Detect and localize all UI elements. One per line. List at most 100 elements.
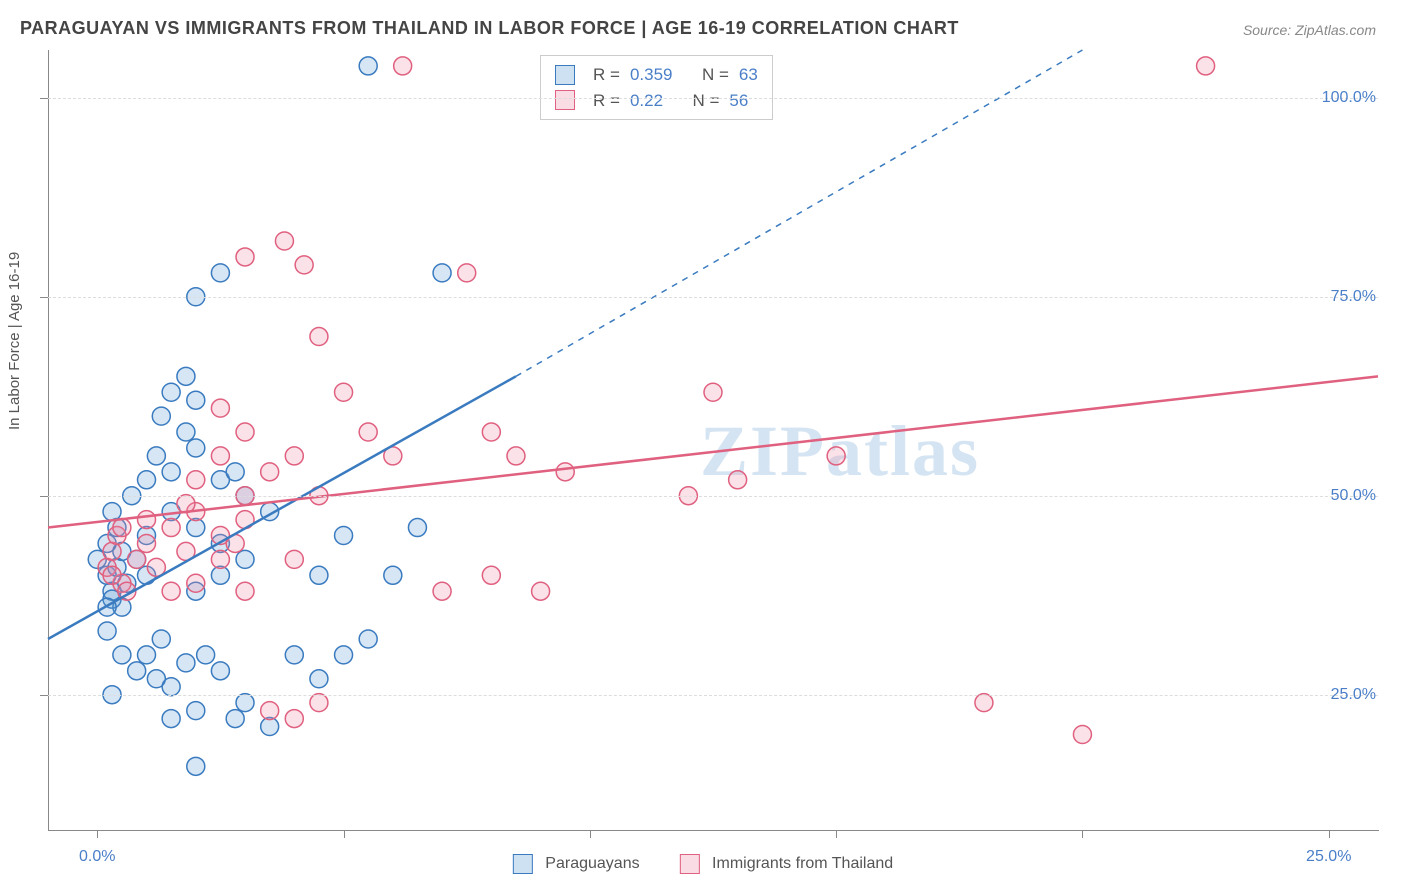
x-tick [97, 830, 98, 838]
y-axis-label: In Labor Force | Age 16-19 [6, 252, 23, 430]
r-value-1: 0.359 [630, 62, 673, 88]
y-tick-label: 100.0% [1322, 89, 1376, 107]
chart-title: PARAGUAYAN VS IMMIGRANTS FROM THAILAND I… [20, 18, 959, 39]
scatter-point [433, 264, 451, 282]
y-tick-label: 25.0% [1331, 686, 1376, 704]
stats-swatch-1 [555, 65, 575, 85]
scatter-point [507, 447, 525, 465]
scatter-point [211, 399, 229, 417]
scatter-point [152, 407, 170, 425]
scatter-point [295, 256, 313, 274]
n-value-1: 63 [739, 62, 758, 88]
grid-line [48, 695, 1378, 696]
source-attribution: Source: ZipAtlas.com [1243, 22, 1376, 38]
scatter-point [103, 566, 121, 584]
n-label: N = [702, 62, 729, 88]
legend-item-2: Immigrants from Thailand [680, 854, 894, 874]
scatter-point [827, 447, 845, 465]
y-tick-label: 50.0% [1331, 487, 1376, 505]
y-tick [40, 297, 48, 298]
scatter-point [310, 328, 328, 346]
scatter-point [138, 471, 156, 489]
x-tick [1082, 830, 1083, 838]
x-tick-label: 25.0% [1306, 848, 1351, 866]
scatter-point [1197, 57, 1215, 75]
r-label: R = [593, 88, 620, 114]
scatter-point [187, 471, 205, 489]
grid-line [48, 496, 1378, 497]
scatter-point [162, 678, 180, 696]
scatter-point [261, 463, 279, 481]
grid-line [48, 297, 1378, 298]
scatter-point [103, 503, 121, 521]
scatter-point [433, 582, 451, 600]
x-tick [836, 830, 837, 838]
scatter-point [236, 694, 254, 712]
scatter-point [458, 264, 476, 282]
scatter-point [162, 463, 180, 481]
scatter-point [152, 630, 170, 648]
scatter-point [285, 447, 303, 465]
stats-swatch-2 [555, 90, 575, 110]
scatter-point [285, 550, 303, 568]
scatter-point [177, 367, 195, 385]
legend-swatch-1 [513, 854, 533, 874]
scatter-point [128, 662, 146, 680]
scatter-point [211, 662, 229, 680]
scatter-point [187, 702, 205, 720]
n-label: N = [692, 88, 719, 114]
scatter-point [162, 582, 180, 600]
scatter-point [729, 471, 747, 489]
legend-item-1: Paraguayans [513, 854, 640, 874]
scatter-point [394, 57, 412, 75]
scatter-point [359, 57, 377, 75]
scatter-point [187, 439, 205, 457]
scatter-point [138, 511, 156, 529]
scatter-point [384, 566, 402, 584]
scatter-point [187, 574, 205, 592]
scatter-point [147, 447, 165, 465]
r-value-2: 0.22 [630, 88, 663, 114]
scatter-point [211, 550, 229, 568]
bottom-legend: Paraguayans Immigrants from Thailand [513, 854, 893, 874]
scatter-point [335, 527, 353, 545]
scatter-point [532, 582, 550, 600]
scatter-point [113, 646, 131, 664]
scatter-point [1073, 725, 1091, 743]
scatter-point [236, 550, 254, 568]
scatter-point [226, 463, 244, 481]
scatter-point [335, 646, 353, 664]
scatter-point [556, 463, 574, 481]
scatter-point [275, 232, 293, 250]
scatter-point [482, 566, 500, 584]
scatter-point [236, 248, 254, 266]
scatter-point [482, 423, 500, 441]
scatter-point [177, 654, 195, 672]
scatter-point [408, 519, 426, 537]
scatter-point [975, 694, 993, 712]
scatter-point [177, 423, 195, 441]
scatter-point [211, 447, 229, 465]
scatter-point [285, 646, 303, 664]
scatter-point [197, 646, 215, 664]
legend-label-1: Paraguayans [545, 855, 639, 872]
scatter-point [310, 566, 328, 584]
y-tick [40, 496, 48, 497]
scatter-point [162, 383, 180, 401]
y-tick [40, 98, 48, 99]
scatter-point [310, 694, 328, 712]
scatter-point [98, 622, 116, 640]
scatter-point [310, 670, 328, 688]
scatter-point [138, 534, 156, 552]
scatter-point [285, 710, 303, 728]
scatter-point [359, 630, 377, 648]
scatter-point [335, 383, 353, 401]
scatter-point [113, 519, 131, 537]
scatter-point [236, 423, 254, 441]
legend-swatch-2 [680, 854, 700, 874]
scatter-point [359, 423, 377, 441]
scatter-point [236, 582, 254, 600]
x-tick [1329, 830, 1330, 838]
n-value-2: 56 [729, 88, 748, 114]
y-tick-label: 75.0% [1331, 288, 1376, 306]
